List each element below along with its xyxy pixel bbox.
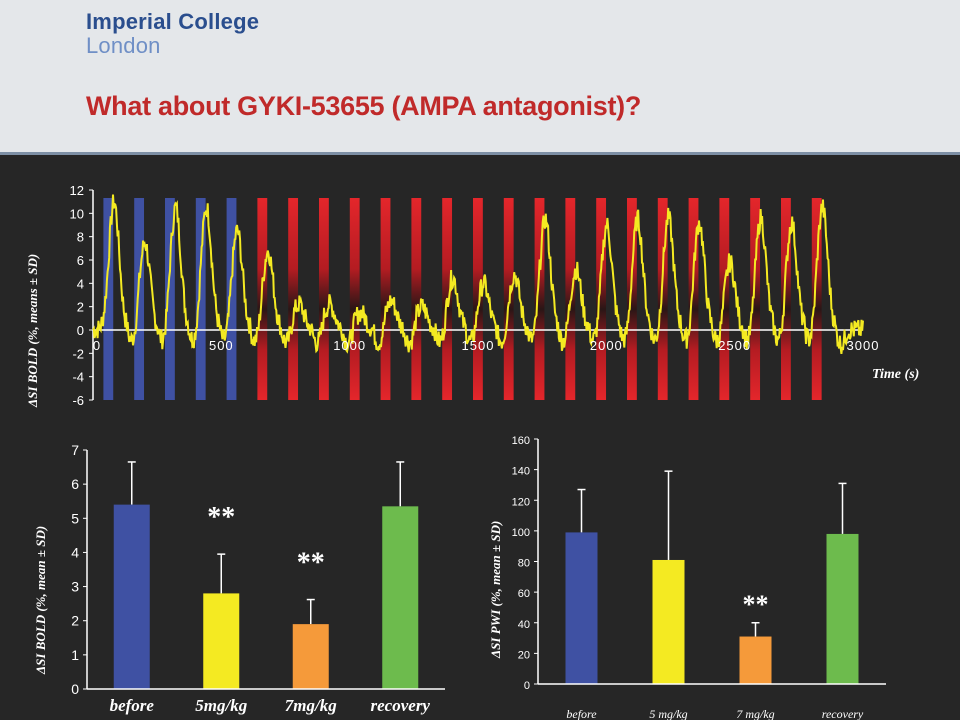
- y-tick-label: 4: [71, 544, 79, 560]
- category-label: before: [110, 696, 155, 715]
- y-tick-label: 1: [71, 647, 79, 663]
- stimulus-block: [165, 198, 175, 400]
- bold-bar-axes: [86, 450, 445, 690]
- stimulus-block: [319, 198, 329, 400]
- y-tick-label: 120: [512, 496, 530, 508]
- stimulus-block: [226, 198, 237, 400]
- pwi-bar-categories: before 5 mg/kg 7 mg/kg recovery: [566, 707, 864, 720]
- category-label: 5mg/kg: [195, 696, 247, 715]
- pwi-bar-y-ticks: 0 20 40 60 80 100 120 140 160: [512, 435, 538, 692]
- stimulus-block: [473, 198, 483, 400]
- y-tick-label: 140: [512, 466, 530, 478]
- bold-bar-chart: ** ** 0 1 2 3 4 5 6 7 before 5mg/kg 7mg/kg recovery…: [33, 442, 445, 715]
- y-tick-label: 2: [71, 613, 79, 629]
- stimulus-blocks: [103, 198, 822, 400]
- stimulus-block: [811, 198, 822, 400]
- category-label: recovery: [822, 707, 864, 720]
- y-tick-label: 6: [77, 253, 84, 268]
- stimulus-block: [534, 198, 545, 400]
- y-tick-label: 7: [71, 442, 79, 458]
- y-tick-label: 60: [518, 588, 530, 600]
- logo-imperial-college: Imperial College: [86, 9, 260, 34]
- bar-before: [565, 532, 598, 684]
- y-tick-label: 20: [518, 649, 530, 661]
- y-tick-label: 10: [70, 206, 84, 221]
- pwi-y-axis-label: ΔSI PWI (%, mean ± SD): [488, 521, 503, 659]
- bold-bar-categories: before 5mg/kg 7mg/kg recovery: [110, 696, 431, 715]
- bold-bar-y-ticks: 0 1 2 3 4 5 6 7: [71, 442, 87, 697]
- time-series-y-ticks: -6 -4 -2 0 2 4 6 8 10 12: [70, 183, 93, 408]
- stimulus-block: [657, 198, 668, 400]
- slide-header: Imperial College London What about GYKI-…: [0, 0, 960, 155]
- stimulus-block: [750, 198, 761, 400]
- y-tick-label: -6: [72, 393, 84, 408]
- bar-before: [113, 504, 150, 689]
- stimulus-block: [781, 198, 791, 400]
- stimulus-block: [719, 198, 730, 400]
- y-tick-label: 8: [77, 230, 84, 245]
- stimulus-block: [503, 198, 514, 400]
- bold-bars: ** **: [113, 461, 419, 689]
- significance-marker: **: [207, 502, 235, 533]
- category-label: before: [566, 707, 597, 720]
- bar-5mg-kg: [203, 593, 240, 689]
- y-tick-label: -2: [72, 346, 84, 361]
- stimulus-block: [195, 198, 206, 400]
- x-tick-label: 3000: [847, 338, 880, 353]
- bar-7mg-kg: [292, 624, 329, 689]
- stimulus-block: [288, 198, 299, 400]
- time-axis-label: Time (s): [872, 367, 919, 382]
- stimulus-block: [103, 198, 114, 400]
- category-label: 7mg/kg: [285, 696, 337, 715]
- stimulus-block: [380, 198, 391, 400]
- y-tick-label: 3: [71, 579, 79, 595]
- bar-recovery: [382, 506, 419, 689]
- stimulus-block: [627, 198, 637, 400]
- pwi-bars: **: [565, 470, 859, 684]
- x-tick-label: 0: [93, 338, 101, 353]
- time-series-chart: -6 -4 -2 0 2 4 6 8 10 12 0 500 1000 1500 2000 2500 3000…: [25, 183, 919, 408]
- stimulus-block: [411, 198, 422, 400]
- bar-5-mg-kg: [652, 559, 685, 684]
- category-label: 7 mg/kg: [736, 707, 774, 720]
- y-tick-label: 40: [518, 619, 530, 631]
- y-tick-label: 0: [71, 681, 79, 697]
- slide-title: What about GYKI-53655 (AMPA antagonist)?: [86, 91, 642, 121]
- x-tick-label: 1500: [462, 338, 495, 353]
- bold-bar-y-axis-label: ΔSI BOLD (%, mean ± SD): [33, 526, 48, 675]
- stimulus-block: [349, 198, 360, 400]
- stimulus-block: [596, 198, 607, 400]
- stimulus-block: [134, 198, 145, 400]
- x-tick-label: 2500: [718, 338, 751, 353]
- y-tick-label: 6: [71, 476, 79, 492]
- y-tick-label: 5: [71, 510, 79, 526]
- y-tick-label: 2: [77, 300, 84, 315]
- x-tick-label: 2000: [590, 338, 623, 353]
- x-tick-label: 500: [209, 338, 234, 353]
- y-tick-label: 0: [524, 680, 530, 692]
- time-series-x-ticks: 0 500 1000 1500 2000 2500 3000: [93, 338, 880, 353]
- logo-london: London: [86, 33, 161, 58]
- y-tick-label: 0: [77, 323, 84, 338]
- category-label: recovery: [371, 696, 431, 715]
- y-tick-label: 12: [70, 183, 84, 198]
- stimulus-block: [688, 198, 699, 400]
- bold-signal-trace: [92, 194, 864, 355]
- significance-marker: **: [743, 590, 769, 619]
- y-tick-label: -4: [72, 370, 84, 385]
- category-label: 5 mg/kg: [649, 707, 687, 720]
- bold-y-axis-label: ΔSI BOLD (%, means ± SD): [25, 254, 40, 408]
- y-tick-label: 100: [512, 527, 530, 539]
- bar-7-mg-kg: [739, 636, 772, 684]
- bar-recovery: [826, 533, 859, 684]
- significance-marker: **: [297, 548, 325, 579]
- y-tick-label: 160: [512, 435, 530, 447]
- x-tick-label: 1000: [333, 338, 366, 353]
- y-tick-label: 80: [518, 558, 530, 570]
- y-tick-label: 4: [77, 276, 84, 291]
- pwi-bar-chart: ** 0 20 40 60 80 100 120 140 160 before 5 mg/kg 7 …: [488, 435, 886, 720]
